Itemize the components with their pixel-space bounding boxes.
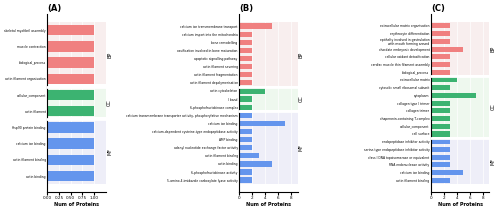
Bar xyxy=(239,153,258,158)
Bar xyxy=(47,25,94,35)
X-axis label: Num of Proteins: Num of Proteins xyxy=(54,202,99,207)
Bar xyxy=(431,178,450,183)
Text: (A): (A) xyxy=(47,4,62,13)
Bar xyxy=(239,121,284,126)
Bar xyxy=(431,47,464,51)
Bar xyxy=(239,169,252,175)
Bar xyxy=(239,40,252,45)
Bar xyxy=(47,22,106,84)
Bar xyxy=(47,41,94,52)
Bar xyxy=(431,62,450,67)
Bar xyxy=(431,22,490,75)
Bar xyxy=(431,39,450,44)
Bar xyxy=(239,87,298,110)
Bar xyxy=(431,77,457,83)
Bar xyxy=(239,56,252,61)
Bar xyxy=(431,101,450,106)
Bar xyxy=(431,124,450,129)
Bar xyxy=(431,155,450,160)
Bar xyxy=(431,93,476,98)
Bar xyxy=(239,80,252,85)
Bar xyxy=(431,76,490,137)
Bar xyxy=(239,137,252,142)
Bar xyxy=(431,23,450,28)
Bar xyxy=(239,145,252,150)
Bar xyxy=(47,171,94,181)
Bar xyxy=(431,70,450,75)
Bar xyxy=(431,54,450,59)
Bar xyxy=(431,31,450,36)
Bar xyxy=(431,139,450,144)
Bar xyxy=(239,23,272,29)
Bar xyxy=(47,119,106,184)
Bar xyxy=(47,106,94,116)
X-axis label: Num of Proteins: Num of Proteins xyxy=(438,202,482,207)
Bar xyxy=(239,32,252,37)
Bar xyxy=(239,104,252,110)
Bar xyxy=(239,64,252,69)
Bar xyxy=(47,90,94,100)
Bar xyxy=(239,161,272,166)
X-axis label: Num of Proteins: Num of Proteins xyxy=(246,202,291,207)
Bar xyxy=(47,73,94,84)
Bar xyxy=(431,162,450,167)
Text: (C): (C) xyxy=(431,4,445,13)
Bar xyxy=(239,72,252,77)
Bar xyxy=(239,48,252,53)
Bar xyxy=(47,155,94,165)
Text: (B): (B) xyxy=(239,4,253,13)
Bar xyxy=(47,122,94,133)
Bar xyxy=(47,57,94,68)
Bar xyxy=(431,116,450,121)
Bar xyxy=(239,88,265,94)
Bar xyxy=(239,129,252,134)
Bar xyxy=(47,87,106,117)
Bar xyxy=(239,22,298,86)
Bar xyxy=(431,170,464,175)
Bar xyxy=(239,96,252,102)
Bar xyxy=(239,111,298,184)
Bar xyxy=(431,85,450,90)
Bar xyxy=(431,131,450,137)
Bar xyxy=(239,113,252,118)
Bar xyxy=(431,138,490,184)
Bar xyxy=(431,147,450,152)
Bar xyxy=(47,138,94,149)
Bar xyxy=(431,108,450,113)
Bar xyxy=(239,177,252,183)
